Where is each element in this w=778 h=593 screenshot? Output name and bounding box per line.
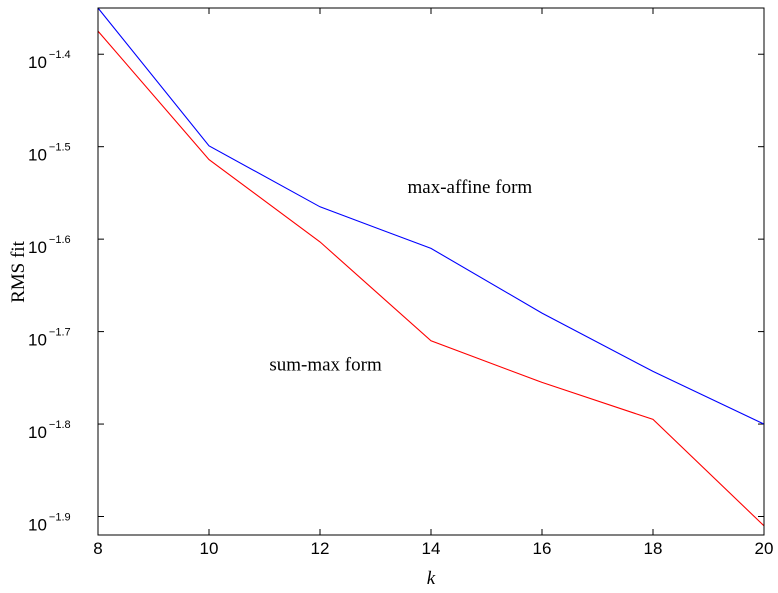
annotations: max-affine form sum-max form [269,177,532,376]
y-tick-base: 10 [28,516,47,535]
x-tick-label: 8 [93,539,102,558]
y-tick-base: 10 [28,53,47,72]
x-tick-labels: 8 10 12 14 16 18 20 [93,539,773,558]
x-axis-label: k [427,568,436,589]
x-tick-label: 10 [200,539,219,558]
x-tick-label: 18 [644,539,663,558]
annotation-label: max-affine form [408,177,533,198]
y-tick-label: 10 −1.4 [28,49,71,72]
y-axis-label: RMS fit [8,240,29,302]
series-line-1 [97,30,765,527]
y-tick-label: 10 −1.9 [28,512,71,535]
y-tick-label: 10 −1.8 [28,419,71,442]
y-tick-exponent: −1.8 [49,419,71,431]
x-tick-label: 12 [311,539,330,558]
x-tick-label: 14 [422,539,441,558]
y-tick-base: 10 [28,238,47,257]
series-lines [97,7,765,527]
y-tick-exponent: −1.7 [49,327,71,339]
annotation-label: sum-max form [269,354,382,375]
plot-area [98,8,764,535]
series-line-0 [97,7,765,425]
y-tick-base: 10 [28,331,47,350]
y-tick-exponent: −1.4 [49,49,71,61]
y-tick-base: 10 [28,146,47,165]
plot-frame [97,7,765,536]
y-tick-label: 10 −1.7 [28,327,71,350]
y-tick-exponent: −1.6 [49,234,71,246]
y-tick-exponent: −1.9 [49,512,71,524]
y-tick-exponent: −1.5 [49,142,71,154]
y-tick-base: 10 [28,423,47,442]
y-tick-label: 10 −1.6 [28,234,71,257]
y-tick-labels: 10 −1.410 −1.510 −1.610 −1.710 −1.810 −1.9 [28,49,71,534]
y-tick-label: 10 −1.5 [28,142,71,165]
x-tick-label: 20 [755,539,774,558]
x-tick-label: 16 [533,539,552,558]
